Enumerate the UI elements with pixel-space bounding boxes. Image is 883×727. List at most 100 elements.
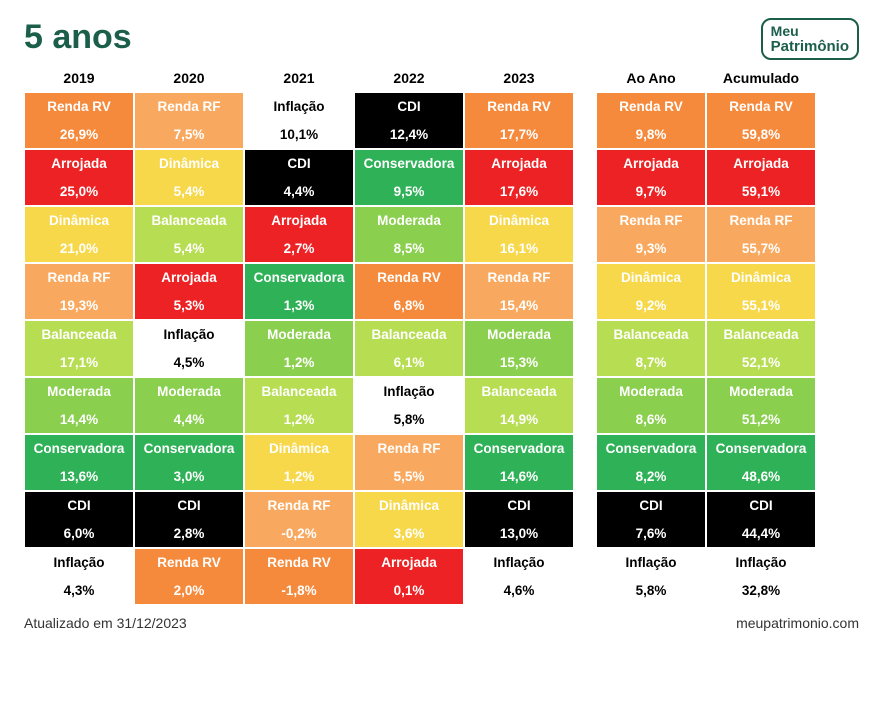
data-cell: Renda RF7,5% <box>134 92 244 149</box>
cell-label: Moderada <box>267 325 331 345</box>
data-cell: Conservadora 1,3% <box>244 263 354 320</box>
cell-value: 1,3% <box>284 296 315 316</box>
data-cell: Renda RF 5,5% <box>354 434 464 491</box>
cell-value: 13,6% <box>60 467 98 487</box>
cell-label: Renda RF <box>377 439 440 459</box>
cell-value: 17,6% <box>500 182 538 202</box>
data-cell: Renda RV26,9% <box>24 92 134 149</box>
cell-value: 5,5% <box>394 467 425 487</box>
data-cell: Moderada4,4% <box>134 377 244 434</box>
data-cell: Dinâmica 3,6% <box>354 491 464 548</box>
data-cell: Conservadora48,6% <box>706 434 816 491</box>
cell-label: Dinâmica <box>621 268 681 288</box>
cell-value: 9,8% <box>636 125 667 145</box>
brand-logo: Meu Patrimônio <box>761 18 859 60</box>
data-cell: Balanceada6,1% <box>354 320 464 377</box>
cell-value: 9,3% <box>636 239 667 259</box>
data-cell: Balanceada 14,9% <box>464 377 574 434</box>
cell-label: Renda RF <box>157 97 220 117</box>
cell-label: CDI <box>639 496 662 516</box>
cell-label: Arrojada <box>381 553 437 573</box>
data-cell: Dinâmica 1,2% <box>244 434 354 491</box>
year-header: 2021 <box>244 70 354 92</box>
cell-value: 5,8% <box>394 410 425 430</box>
cell-value: 14,4% <box>60 410 98 430</box>
cell-label: Dinâmica <box>379 496 439 516</box>
data-cell: Renda RF55,7% <box>706 206 816 263</box>
data-cell: Conservadora 13,6% <box>24 434 134 491</box>
year-header: 2019 <box>24 70 134 92</box>
table-row: Renda RV26,9%Renda RF7,5%Inflação10,1%CD… <box>24 92 574 149</box>
cell-label: CDI <box>67 496 90 516</box>
cell-value: 8,5% <box>394 239 425 259</box>
data-cell: Moderada14,4% <box>24 377 134 434</box>
summary-header: Acumulado <box>706 70 816 92</box>
cell-label: Balanceada <box>41 325 116 345</box>
cell-label: Conservadora <box>254 268 345 288</box>
data-cell: Renda RF9,3% <box>596 206 706 263</box>
data-cell: Dinâmica5,4% <box>134 149 244 206</box>
cell-value: 4,6% <box>504 581 535 601</box>
data-cell: Arrojada 0,1% <box>354 548 464 605</box>
data-cell: Renda RV2,0% <box>134 548 244 605</box>
cell-label: Dinâmica <box>731 268 791 288</box>
data-cell: CDI12,4% <box>354 92 464 149</box>
cell-value: 4,4% <box>284 182 315 202</box>
table-row: Balanceada17,1%Inflação4,5%Moderada1,2%B… <box>24 320 574 377</box>
cell-label: Dinâmica <box>489 211 549 231</box>
table-row: Balanceada8,7%Balanceada52,1% <box>596 320 816 377</box>
cell-value: 59,1% <box>742 182 780 202</box>
data-cell: Arrojada59,1% <box>706 149 816 206</box>
cell-label: Dinâmica <box>269 439 329 459</box>
cell-value: 0,1% <box>394 581 425 601</box>
cell-value: 14,9% <box>500 410 538 430</box>
cell-label: Renda RF <box>729 211 792 231</box>
years-grid: 20192020202120222023Renda RV26,9%Renda R… <box>24 70 574 605</box>
cell-label: Dinâmica <box>159 154 219 174</box>
cell-value: 6,0% <box>64 524 95 544</box>
cell-label: Inflação <box>383 382 434 402</box>
cell-label: Balanceada <box>481 382 556 402</box>
cell-value: 1,2% <box>284 410 315 430</box>
cell-label: CDI <box>507 496 530 516</box>
data-cell: Inflação4,3% <box>24 548 134 605</box>
cell-label: Arrojada <box>161 268 217 288</box>
cell-label: Inflação <box>493 553 544 573</box>
data-cell: Balanceada1,2% <box>244 377 354 434</box>
data-cell: CDI2,8% <box>134 491 244 548</box>
data-cell: Renda RF15,4% <box>464 263 574 320</box>
cell-label: Conservadora <box>474 439 565 459</box>
cell-value: 8,6% <box>636 410 667 430</box>
cell-label: Renda RV <box>47 97 111 117</box>
cell-label: Renda RV <box>487 97 551 117</box>
cell-value: 1,2% <box>284 467 315 487</box>
cell-value: 4,3% <box>64 581 95 601</box>
table-row: Moderada8,6%Moderada51,2% <box>596 377 816 434</box>
logo-line1: Meu <box>771 24 849 39</box>
year-header: 2023 <box>464 70 574 92</box>
cell-label: Balanceada <box>151 211 226 231</box>
cell-value: 4,5% <box>174 353 205 373</box>
data-cell: Renda RV59,8% <box>706 92 816 149</box>
cell-label: Arrojada <box>51 154 107 174</box>
cell-value: 15,3% <box>500 353 538 373</box>
cell-label: Moderada <box>729 382 793 402</box>
cell-value: 17,7% <box>500 125 538 145</box>
cell-value: 5,3% <box>174 296 205 316</box>
cell-value: 12,4% <box>390 125 428 145</box>
cell-value: 3,6% <box>394 524 425 544</box>
table-row: Moderada14,4%Moderada4,4%Balanceada1,2%I… <box>24 377 574 434</box>
cell-label: Renda RV <box>157 553 221 573</box>
cell-label: Conservadora <box>364 154 455 174</box>
cell-value: 10,1% <box>280 125 318 145</box>
cell-label: Renda RV <box>619 97 683 117</box>
table-row: Dinâmica21,0%Balanceada5,4%Arrojada2,7%M… <box>24 206 574 263</box>
cell-value: -0,2% <box>281 524 316 544</box>
cell-label: Arrojada <box>271 211 327 231</box>
cell-label: Conservadora <box>34 439 125 459</box>
data-cell: Dinâmica21,0% <box>24 206 134 263</box>
table-row: Arrojada9,7%Arrojada59,1% <box>596 149 816 206</box>
cell-label: Inflação <box>735 553 786 573</box>
cell-value: 13,0% <box>500 524 538 544</box>
cell-value: 52,1% <box>742 353 780 373</box>
